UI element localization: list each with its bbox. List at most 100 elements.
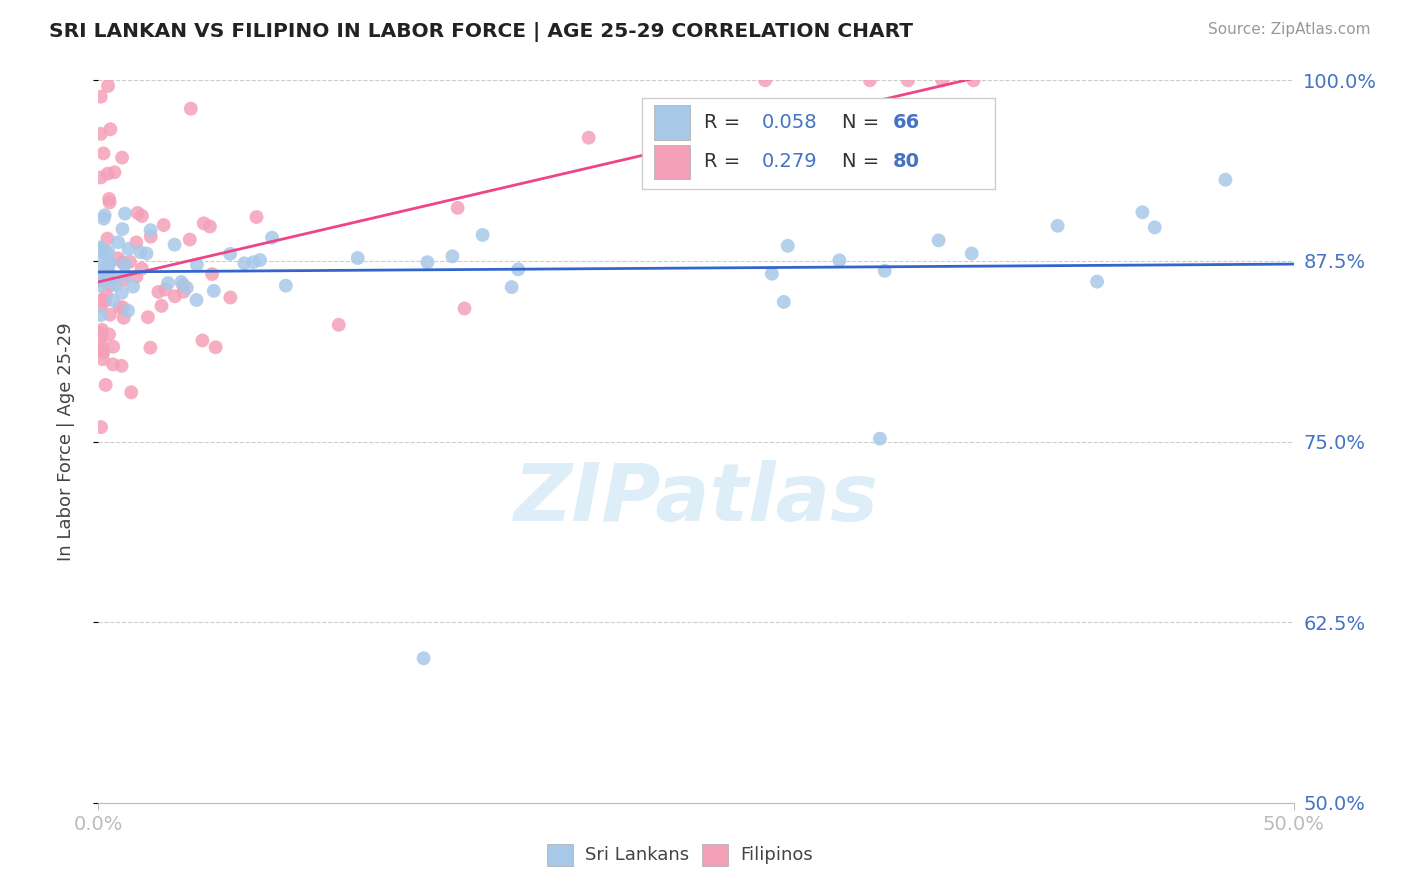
Point [93,211,115,226]
Point [93,345,115,359]
Point [129,245,152,260]
Point [90,240,112,254]
Point [98,278,121,293]
Point [112,273,135,287]
Point [94,293,117,308]
Point [104,277,127,292]
Point [447,201,470,215]
Point [776,239,799,253]
Point [111,255,134,269]
Point [179,233,201,247]
Point [90,89,112,103]
Point [201,267,224,281]
Point [90,272,112,286]
Point [245,210,267,224]
Text: Filipinos: Filipinos [740,846,813,863]
Point [274,278,297,293]
Point [453,301,475,316]
Text: N =: N = [842,153,886,171]
Point [90,338,112,352]
Point [1085,275,1108,289]
Point [191,334,214,348]
Point [90,329,112,343]
Point [94,378,117,392]
Point [90,299,112,313]
Point [111,285,134,300]
Point [1046,219,1069,233]
Point [94,262,117,277]
Text: R =: R = [704,112,747,132]
Point [131,261,153,276]
Point [772,294,794,309]
Point [97,268,120,282]
Point [139,229,162,244]
Point [135,246,157,260]
Point [859,73,882,87]
Point [120,385,142,400]
Point [172,278,194,293]
Point [112,310,135,325]
Point [90,326,112,340]
Point [163,289,186,303]
Point [202,284,225,298]
Point [90,170,112,185]
Point [578,130,600,145]
Point [260,230,283,244]
Point [219,247,242,261]
Point [98,192,121,206]
Point [773,114,796,128]
Point [186,258,208,272]
Point [93,146,115,161]
Point [91,270,114,285]
Point [114,268,136,282]
Point [98,308,121,322]
Point [122,279,145,293]
Point [897,73,920,87]
Point [94,245,117,260]
Text: 80: 80 [893,153,920,171]
Point [219,290,242,304]
Point [94,268,117,283]
Point [103,271,125,285]
Point [117,242,139,256]
Bar [654,145,690,179]
Point [155,283,177,297]
Text: 0.279: 0.279 [762,153,817,171]
Point [103,293,125,308]
Point [873,264,896,278]
Point [148,285,170,299]
Point [960,246,983,260]
Point [869,432,891,446]
Point [97,167,120,181]
Point [91,268,114,282]
Point [1215,172,1237,186]
Point [170,275,193,289]
Point [176,281,198,295]
Point [97,78,120,93]
Point [136,310,159,325]
Text: ZIPatlas: ZIPatlas [513,460,879,539]
Point [150,299,173,313]
Point [117,303,139,318]
Point [412,651,434,665]
Point [111,301,134,315]
Point [98,266,121,280]
Text: R =: R = [704,153,747,171]
Point [157,276,180,290]
Point [114,206,136,220]
Point [100,122,122,136]
Text: Sri Lankans: Sri Lankans [585,846,689,863]
Point [118,255,141,269]
Point [91,323,114,337]
Point [90,327,112,342]
Point [98,327,121,342]
Point [93,208,115,222]
Point [501,280,523,294]
Y-axis label: In Labor Force | Age 25-29: In Labor Force | Age 25-29 [56,322,75,561]
Text: Source: ZipAtlas.com: Source: ZipAtlas.com [1208,22,1371,37]
Point [163,237,186,252]
Point [346,251,368,265]
Point [90,271,112,285]
Point [107,235,129,250]
Point [249,253,271,268]
